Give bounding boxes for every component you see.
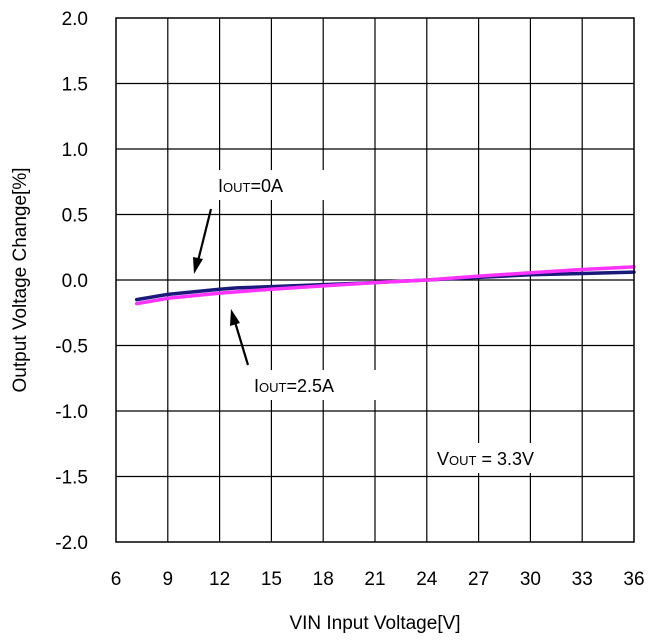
annotation-prefix: V — [437, 449, 449, 469]
series-layer — [134, 265, 636, 306]
annotation-subscript: OUT — [259, 380, 287, 395]
plot-border — [115, 17, 635, 543]
y-tick-label: -1.5 — [55, 468, 88, 489]
annotation-prefix: I — [218, 176, 223, 196]
x-tick-label: 24 — [416, 569, 438, 590]
series-line-iout-2-5a — [134, 265, 636, 306]
x-axis-title: VIN Input Voltage[V] — [289, 613, 460, 634]
y-tick-label: -2.0 — [55, 533, 88, 554]
annotation-subscript: OUT — [223, 180, 251, 195]
annotation-suffix: =2.5A — [286, 376, 334, 396]
x-tick-label: 36 — [623, 569, 644, 590]
x-tick-label: 33 — [572, 569, 593, 590]
annotation-arrow-head — [230, 309, 240, 326]
x-tick-label: 6 — [111, 569, 122, 590]
y-tick-label: 0.0 — [62, 271, 88, 292]
grid-lines — [116, 18, 634, 542]
annotation-label: IOUT=2.5A — [254, 376, 334, 396]
annotation-label: IOUT=0A — [218, 176, 283, 196]
x-tick-label: 9 — [163, 569, 174, 590]
annotation-vout: VOUT = 3.3V — [430, 443, 574, 473]
annotation-prefix: I — [254, 376, 259, 396]
x-tick-label: 12 — [209, 569, 230, 590]
x-tick-label: 27 — [468, 569, 489, 590]
annotation-arrow-head — [193, 257, 203, 274]
x-tick-label: 30 — [520, 569, 541, 590]
annotation-iout-2-5a: IOUT=2.5A — [230, 309, 380, 400]
annotation-arrow-shaft — [196, 208, 213, 262]
y-tick-label: -1.0 — [55, 402, 88, 423]
x-tick-label: 18 — [313, 569, 334, 590]
annotation-suffix: =0A — [250, 176, 283, 196]
annotation-suffix: = 3.3V — [476, 449, 534, 469]
y-tick-label: -0.5 — [55, 337, 88, 358]
annotation-background — [212, 170, 324, 200]
y-tick-label: 2.0 — [62, 9, 88, 30]
y-tick-labels: 2.0 1.5 1.0 0.5 0.0 -0.5 -1.0 -1.5 -2.0 — [55, 9, 88, 554]
annotation-arrow-shaft — [233, 321, 250, 366]
x-tick-label: 21 — [364, 569, 385, 590]
x-tick-labels: 6 9 12 15 18 21 24 27 30 33 36 — [111, 569, 645, 590]
y-tick-label: 1.5 — [62, 75, 88, 96]
annotation-iout-0a: IOUT=0A — [193, 170, 324, 274]
annotation-subscript: OUT — [449, 453, 477, 468]
annotation-background — [248, 370, 380, 400]
annotation-label: VOUT = 3.3V — [437, 449, 534, 469]
y-tick-label: 1.0 — [62, 140, 88, 161]
x-tick-label: 15 — [261, 569, 282, 590]
annotation-background — [430, 443, 574, 473]
y-axis-title: Output Voltage Change[%] — [10, 168, 31, 393]
y-tick-label: 0.5 — [62, 206, 88, 227]
